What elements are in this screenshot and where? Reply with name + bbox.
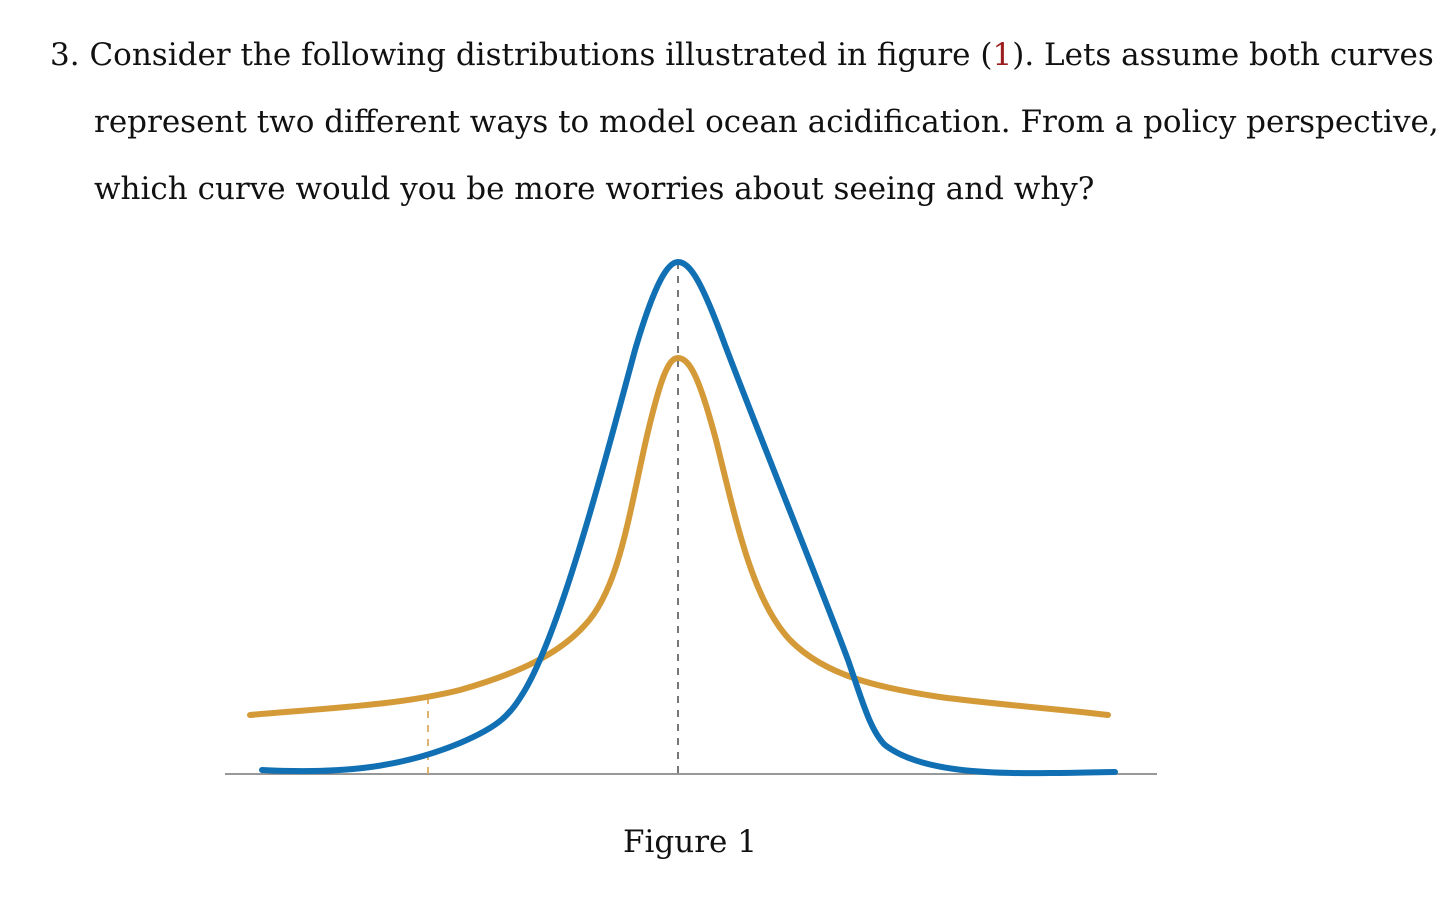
question-text: 3. Consider the following distributions … [50, 22, 1438, 223]
figure-caption: Figure 1 [623, 824, 757, 860]
question-line-1: 3. Consider the following distributions … [50, 37, 1434, 73]
question-line-2: represent two different ways to model oc… [94, 104, 1438, 140]
question-number: 3. [50, 37, 80, 73]
orange-fat-tail-curve [247, 354, 1111, 718]
question-line-3: which curve would you be more worries ab… [94, 171, 1095, 207]
figure-reference-link[interactable]: 1 [992, 37, 1013, 73]
blue-normal-curve [259, 258, 1118, 777]
